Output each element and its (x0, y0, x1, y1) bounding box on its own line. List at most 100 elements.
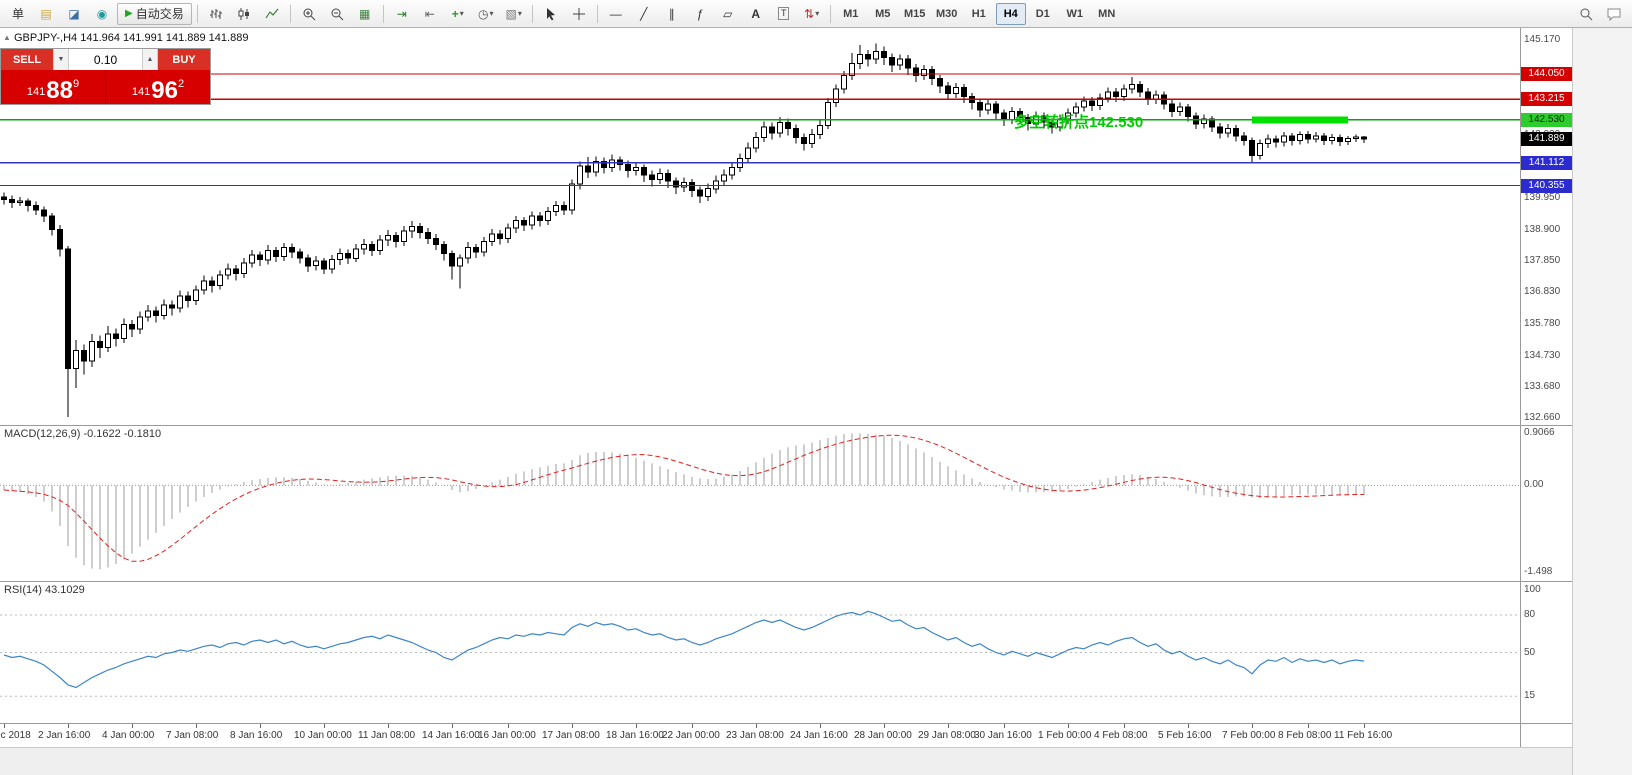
periods-icon[interactable]: ◷ ▾ (477, 6, 494, 21)
macd-chart[interactable] (0, 426, 1520, 581)
timeframe-h4[interactable]: H4 (995, 2, 1026, 25)
arrows-tool-icon[interactable]: ⇅ ▾ (804, 6, 820, 21)
time-axis-label: 8 Feb 08:00 (1278, 730, 1332, 741)
price-axis-label: 137.850 (1524, 255, 1561, 267)
fibonacci-tool-icon[interactable]: ƒ (696, 6, 704, 21)
line-chart-icon[interactable] (259, 3, 285, 25)
macd-axis-label: 0.9066 (1524, 427, 1555, 438)
macd-pane[interactable]: MACD(12,26,9) -0.1622 -0.1810 (0, 426, 1520, 581)
accounts-icon[interactable]: ◪ (68, 6, 80, 21)
time-tick (68, 724, 69, 728)
time-axis-label: 17 Jan 08:00 (542, 730, 600, 741)
sell-button[interactable]: SELL (1, 49, 53, 70)
auto-scroll-icon[interactable]: ⇥ (396, 6, 407, 21)
time-axis-label: 23 Jan 08:00 (726, 730, 784, 741)
timeframe-m15[interactable]: M15 (904, 7, 926, 20)
macd-label: MACD(12,26,9) -0.1622 -0.1810 (4, 428, 162, 440)
time-axis-label: 22 Jan 00:00 (662, 730, 720, 741)
one-click-trade-panel: SELL ▼ 0.10 ▲ BUY 141 88 9 141 96 2 (0, 48, 211, 105)
price-axis-label: 145.170 (1524, 34, 1561, 46)
rsi-axis-label: 50 (1524, 646, 1536, 658)
play-icon: ▶ (125, 8, 133, 19)
sell-price-prefix: 141 (26, 86, 46, 98)
timeframe-m1[interactable]: M1 (843, 7, 859, 20)
autotrade-button[interactable]: ▶ 自动交易 (117, 2, 192, 25)
timeframe-h1[interactable]: H1 (971, 7, 986, 20)
channel-tool-icon[interactable]: ∥ (668, 6, 675, 21)
buy-price-display[interactable]: 141 96 2 (106, 70, 210, 104)
rsi-pane[interactable]: RSI(14) 43.1029 (0, 582, 1520, 723)
axis-separator (1520, 28, 1521, 747)
price-axis-label: 134.730 (1524, 349, 1561, 361)
time-tick (260, 724, 261, 728)
shapes-tool-icon[interactable]: ▱ (723, 6, 733, 21)
time-tick (572, 724, 573, 728)
symbol-ohlc-label: GBPJPY-,H4 141.964 141.991 141.889 141.8… (14, 32, 249, 44)
pane-separator[interactable] (0, 581, 1572, 582)
crosshair-icon[interactable] (566, 3, 592, 25)
chart-annotation: 多空转折点142.530 (1014, 114, 1144, 131)
time-axis[interactable]: 31 Dec 2018 2 Jan 16:00 4 Jan 00:00 7 Jan 0… (0, 724, 1520, 747)
lot-increase-button[interactable]: ▲ (142, 49, 158, 70)
trendline-tool-icon[interactable]: ╱ (640, 6, 648, 21)
price-marker: 142.530 (1521, 112, 1572, 127)
time-tick (508, 724, 509, 728)
rsi-axis-label: 100 (1524, 584, 1541, 595)
time-tick (692, 724, 693, 728)
timeframe-mn[interactable]: MN (1098, 7, 1116, 20)
community-icon[interactable]: ◉ (96, 6, 108, 21)
search-icon[interactable] (1573, 3, 1599, 25)
time-tick (4, 724, 5, 728)
price-axis[interactable]: 145.170144.120143.070142.020140.970139.9… (1521, 28, 1572, 747)
timeframe-m30[interactable]: M30 (936, 7, 958, 20)
chart-shift-icon[interactable]: ⇤ (424, 6, 435, 21)
timeframe-m5[interactable]: M5 (875, 7, 891, 20)
time-tick (324, 724, 325, 728)
time-axis-label: 16 Jan 00:00 (478, 730, 536, 741)
price-chart-pane[interactable]: ▲ GBPJPY-,H4 141.964 141.991 141.889 141… (0, 28, 1520, 425)
time-tick (196, 724, 197, 728)
time-axis-label: 24 Jan 16:00 (790, 730, 848, 741)
time-axis-label: 4 Jan 00:00 (102, 730, 155, 741)
timeframe-d1[interactable]: D1 (1035, 7, 1050, 20)
time-tick (1188, 724, 1189, 728)
time-axis-label: 18 Jan 16:00 (606, 730, 664, 741)
lot-decrease-button[interactable]: ▼ (53, 49, 69, 70)
cursor-icon[interactable] (538, 3, 564, 25)
time-axis-label: 1 Feb 00:00 (1038, 730, 1092, 741)
time-tick (1364, 724, 1365, 728)
label-tool-icon[interactable]: T (771, 3, 797, 25)
text-tool-icon[interactable]: A (751, 6, 761, 21)
time-tick (1124, 724, 1125, 728)
rsi-chart[interactable] (0, 582, 1520, 723)
buy-button[interactable]: BUY (158, 49, 210, 70)
candlestick-chart[interactable] (0, 28, 1520, 425)
new-order-button[interactable]: 单 (11, 7, 24, 21)
candlestick-chart-icon[interactable] (231, 3, 257, 25)
main-toolbar: 单 ▤ ◪ ◉ ▶ 自动交易 ▦ ⇥ ⇤ + ▾ ◷ ▾ ▧ ▾ — ╱ ∥ ƒ ▱ A T ⇅ ▾ M1 M5 M15 M… (0, 0, 1632, 28)
toolbar-separator (196, 4, 198, 23)
pane-separator[interactable] (0, 425, 1572, 426)
tile-windows-icon[interactable]: ▦ (359, 6, 371, 21)
time-tick (1308, 724, 1309, 728)
timeframe-toolbar: M1 M5 M15 M30 H1 H4 D1 W1 MN (835, 2, 1123, 25)
toolbar-groups: ▦ ⇥ ⇤ + ▾ ◷ ▾ ▧ ▾ — ╱ ∥ ƒ ▱ A T ⇅ ▾ (193, 3, 835, 25)
sell-price-display[interactable]: 141 88 9 (1, 70, 106, 104)
rsi-label: RSI(14) 43.1029 (4, 584, 85, 596)
templates-icon[interactable]: ▧ ▾ (505, 6, 522, 21)
hline-tool-icon[interactable]: — (609, 6, 622, 21)
chat-icon[interactable] (1601, 3, 1627, 25)
timeframe-w1[interactable]: W1 (1066, 7, 1083, 20)
collapse-trade-panel-icon[interactable]: ▲ (3, 33, 11, 42)
time-axis-label: 28 Jan 00:00 (854, 730, 912, 741)
time-axis-label: 14 Jan 16:00 (422, 730, 480, 741)
price-axis-label: 135.780 (1524, 317, 1561, 329)
lot-size-input[interactable]: 0.10 (69, 49, 142, 70)
order-ticket-icon[interactable]: ▤ (40, 6, 52, 21)
zoom-in-icon[interactable] (296, 3, 322, 25)
bar-chart-icon[interactable] (203, 3, 229, 25)
time-tick (820, 724, 821, 728)
indicators-icon[interactable]: + ▾ (451, 6, 464, 21)
zoom-out-icon[interactable] (324, 3, 350, 25)
